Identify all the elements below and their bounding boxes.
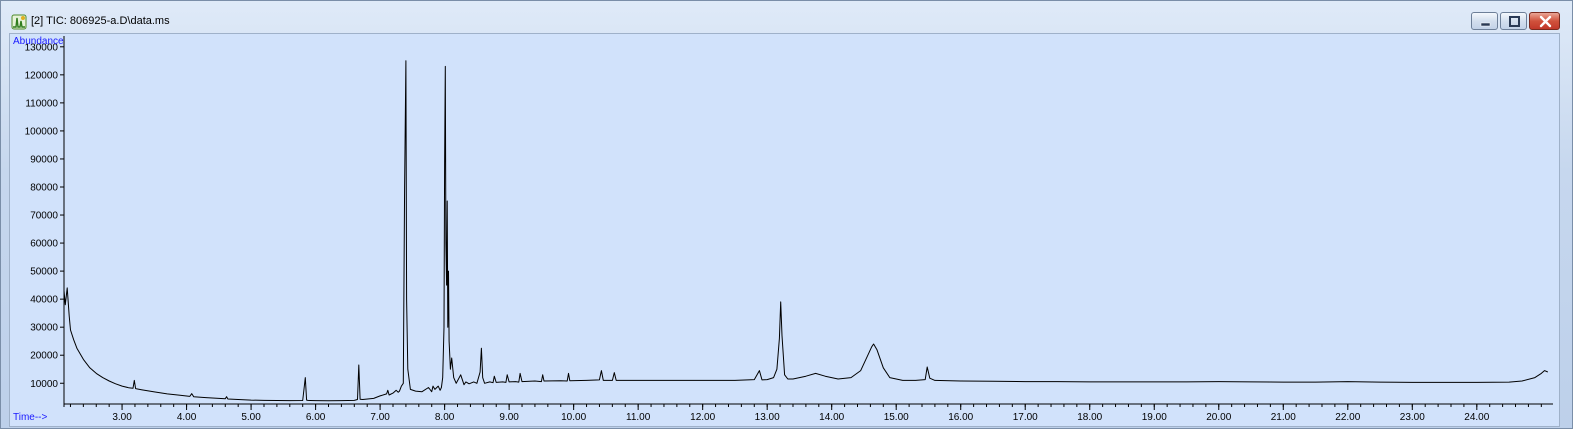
y-axis: 10000 20000 30000 40000 50000 60000 70000 80000… xyxy=(25,36,65,407)
close-button[interactable] xyxy=(1529,12,1560,30)
x-tick-label: 10.00 xyxy=(561,412,586,423)
y-tick-label: 130000 xyxy=(25,42,59,53)
x-tick-label: 11.00 xyxy=(626,412,651,423)
y-tick-label: 90000 xyxy=(30,154,58,165)
chromatogram-app-icon[interactable] xyxy=(11,14,27,30)
x-tick-label: 21.00 xyxy=(1271,412,1296,423)
x-tick-label: 18.00 xyxy=(1077,412,1102,423)
x-tick-label: 3.00 xyxy=(112,412,132,423)
y-axis-label: Abundance xyxy=(13,36,64,47)
x-tick-label: 20.00 xyxy=(1206,412,1231,423)
tic-trace xyxy=(63,60,1548,402)
x-tick-label: 14.00 xyxy=(819,412,844,423)
y-tick-label: 80000 xyxy=(30,182,58,193)
y-tick-label: 110000 xyxy=(25,98,58,109)
x-tick-label: 24.00 xyxy=(1464,412,1489,423)
x-tick-label: 19.00 xyxy=(1142,412,1167,423)
y-tick-label: 30000 xyxy=(30,323,58,334)
chromatogram-panel: 10000 20000 30000 40000 50000 60000 70000 80000… xyxy=(9,33,1560,427)
window-title: [2] TIC: 806925-a.D\data.ms xyxy=(31,15,170,27)
close-icon xyxy=(1539,15,1552,28)
x-tick-label: 12.00 xyxy=(690,412,715,423)
maximize-button[interactable] xyxy=(1500,12,1527,30)
maximize-icon xyxy=(1509,16,1520,27)
x-tick-label: 17.00 xyxy=(1013,412,1038,423)
x-axis: 3.00 4.00 5.00 6.00 7.00 8.00 9.00 10.00 11.00 12… xyxy=(64,403,1553,423)
y-tick-label: 120000 xyxy=(25,70,59,81)
y-tick-label: 40000 xyxy=(30,295,58,306)
x-tick-label: 15.00 xyxy=(884,412,909,423)
y-tick-label: 70000 xyxy=(30,211,58,222)
x-axis-label: Time--> xyxy=(13,412,48,423)
x-tick-label: 8.00 xyxy=(435,412,455,423)
title-bar[interactable]: [2] TIC: 806925-a.D\data.ms xyxy=(1,1,1572,33)
x-tick-label: 16.00 xyxy=(948,412,973,423)
y-tick-label: 60000 xyxy=(30,239,58,250)
y-tick-label: 10000 xyxy=(30,379,58,390)
x-tick-label: 5.00 xyxy=(241,412,261,423)
x-tick-label: 23.00 xyxy=(1400,412,1425,423)
x-tick-label: 7.00 xyxy=(370,412,390,423)
x-tick-label: 13.00 xyxy=(755,412,780,423)
minimize-button[interactable] xyxy=(1471,12,1498,30)
y-tick-label: 50000 xyxy=(30,267,58,278)
tic-chromatogram-plot[interactable]: 10000 20000 30000 40000 50000 60000 70000 80000… xyxy=(10,34,1559,426)
y-tick-label: 20000 xyxy=(30,351,58,362)
x-tick-label: 22.00 xyxy=(1335,412,1360,423)
minimize-icon xyxy=(1480,22,1491,27)
x-tick-label: 6.00 xyxy=(306,412,326,423)
x-tick-label: 4.00 xyxy=(177,412,197,423)
x-tick-label: 9.00 xyxy=(499,412,519,423)
y-tick-label: 100000 xyxy=(25,126,59,137)
